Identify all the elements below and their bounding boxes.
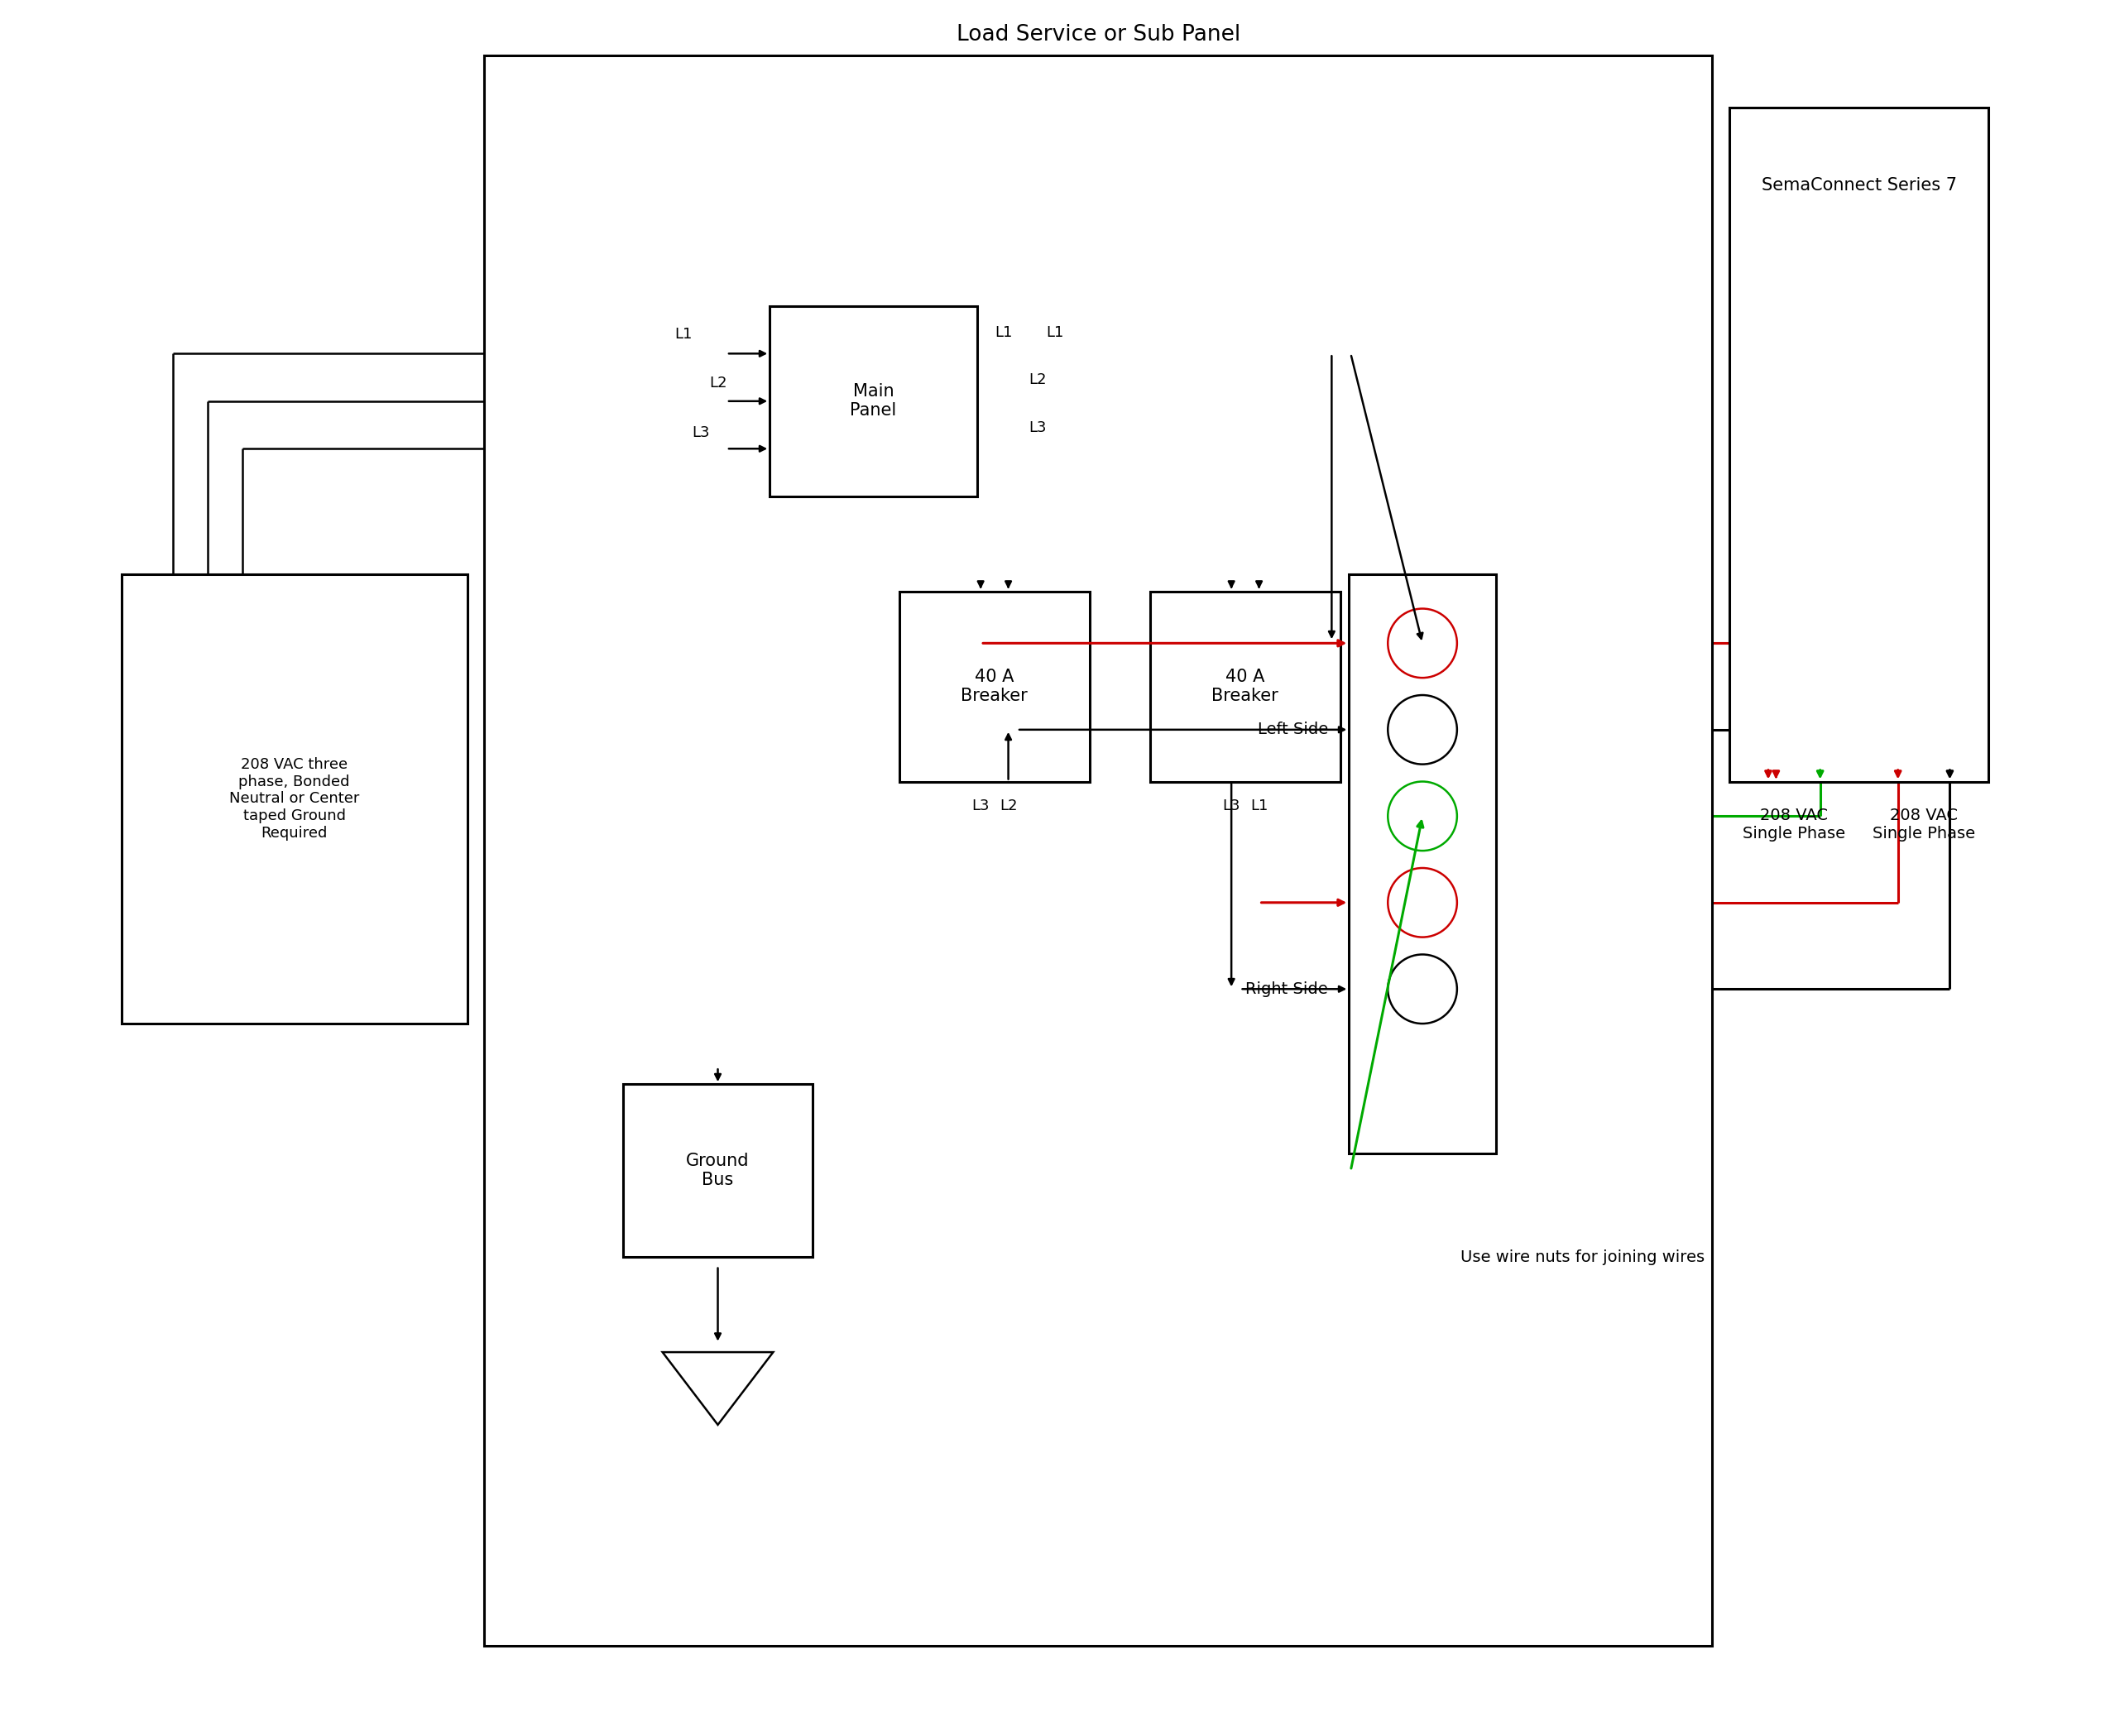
Text: 40 A
Breaker: 40 A Breaker — [960, 668, 1028, 705]
Text: L2: L2 — [709, 377, 728, 391]
Text: L2: L2 — [1000, 799, 1017, 814]
Text: L3: L3 — [1222, 799, 1241, 814]
Circle shape — [1388, 781, 1458, 851]
Text: 208 VAC
Single Phase: 208 VAC Single Phase — [1743, 807, 1846, 842]
Bar — [770, 306, 977, 496]
Text: L1: L1 — [1047, 325, 1063, 340]
Text: Main
Panel: Main Panel — [850, 384, 897, 418]
Circle shape — [1388, 609, 1458, 677]
Text: Ground
Bus: Ground Bus — [686, 1153, 749, 1189]
Bar — [622, 1085, 812, 1257]
Text: 208 VAC three
phase, Bonded
Neutral or Center
taped Ground
Required: 208 VAC three phase, Bonded Neutral or C… — [230, 757, 359, 840]
Text: L1: L1 — [675, 326, 692, 342]
Text: Load Service or Sub Panel: Load Service or Sub Panel — [956, 24, 1241, 45]
Text: L1: L1 — [994, 325, 1013, 340]
Text: Left Side: Left Side — [1258, 722, 1327, 738]
Circle shape — [1388, 694, 1458, 764]
Circle shape — [1388, 868, 1458, 937]
Text: L3: L3 — [1030, 420, 1047, 434]
Text: L3: L3 — [692, 425, 709, 439]
Text: L1: L1 — [1251, 799, 1268, 814]
Bar — [485, 56, 1711, 1646]
Circle shape — [1388, 955, 1458, 1024]
Bar — [120, 575, 466, 1024]
Text: Use wire nuts for joining wires: Use wire nuts for joining wires — [1460, 1250, 1705, 1266]
Bar — [1150, 592, 1340, 781]
Text: L2: L2 — [1030, 373, 1047, 387]
Text: L3: L3 — [973, 799, 990, 814]
Text: Right Side: Right Side — [1245, 981, 1327, 996]
Bar — [899, 592, 1089, 781]
Text: 208 VAC
Single Phase: 208 VAC Single Phase — [1872, 807, 1975, 842]
Text: SemaConnect Series 7: SemaConnect Series 7 — [1762, 177, 1956, 193]
Bar — [1348, 575, 1496, 1153]
Text: 40 A
Breaker: 40 A Breaker — [1211, 668, 1279, 705]
Bar — [1730, 108, 1990, 781]
